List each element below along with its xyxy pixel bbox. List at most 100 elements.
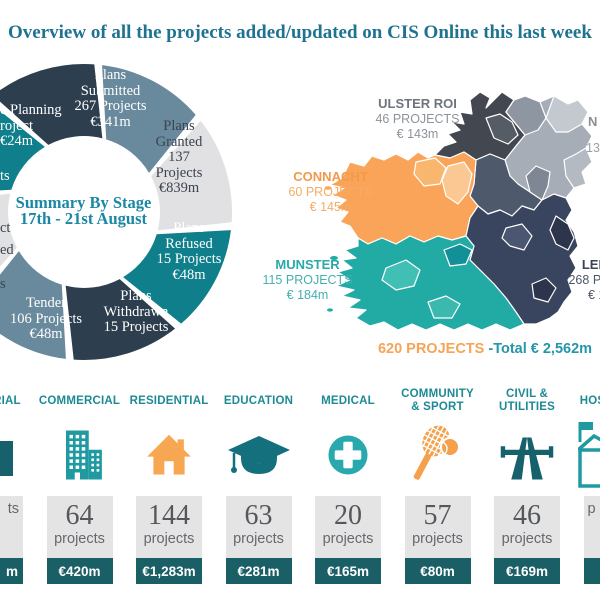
category-commercial: COMMERCIAL [35, 386, 125, 600]
total-amount: -Total € 2,562m [488, 341, 593, 357]
hospitality-header-fragment: HOS [579, 394, 600, 407]
map-island-kerry [327, 308, 333, 312]
medical-header: MEDICAL [321, 394, 375, 407]
wheel-center-title: Summary By Stage 17th - 21st August [2, 195, 165, 226]
map-label-ni-fragment-name: N [588, 114, 598, 129]
leinster-name: LEINSTER [581, 257, 600, 272]
connacht-name: CONNACHT [293, 169, 368, 184]
stage-wheel-chart [0, 63, 233, 361]
hospitality-unit-fragment: p [587, 501, 596, 517]
residential-count: 144 [148, 500, 190, 531]
map-patch-armagh [525, 165, 551, 201]
motorway-icon [482, 420, 572, 490]
education-count: 63 [244, 500, 273, 531]
ireland-map [324, 91, 593, 331]
category-education: EDUCATION 63 projects €281m [214, 386, 304, 600]
civil-utilities-header: CIVIL & UTILITIES [498, 388, 556, 413]
commercial-header: COMMERCIAL [38, 394, 121, 407]
community-sport-count: 57 [423, 500, 452, 531]
map-patch-derry [505, 95, 547, 136]
community-sport-card: 57 projects €80m [404, 496, 471, 584]
medical-cross-icon [303, 420, 393, 490]
munster-amount: € 184m [286, 288, 329, 302]
map-patch-antrim [545, 95, 589, 133]
commercial-count: 64 [65, 500, 94, 531]
education-unit: projects [233, 531, 284, 547]
segment-label-tender: Tender 106 Projects €48m [9, 295, 83, 342]
connacht-amount: € 145m [309, 200, 352, 214]
graduation-cap-icon [214, 420, 304, 490]
office-building-icon [35, 420, 125, 490]
civil-utilities-amount: €169m [494, 558, 560, 584]
map-patch-roscommon [441, 161, 473, 205]
segment-label-granted: Plans Granted 137 Projects €839m [155, 118, 203, 196]
segment-label-left-gray-fragment-2: ed [0, 242, 14, 258]
tennis-racket-icon [393, 420, 483, 490]
industrial-amount-fragment: m [0, 558, 23, 584]
map-label-ulster-roi: ULSTER ROI 46 PROJECTS € 143m [355, 96, 480, 143]
segment-label-withdrawn: Plans Withdrawn 15 Projects [103, 288, 169, 335]
category-medical: MEDICAL 20 projects €165m [303, 386, 393, 600]
category-hospitality-fragment: HOS p [572, 386, 600, 600]
community-sport-header: COMMUNITY & SPORT [401, 388, 474, 413]
wheel-center-line2: 17th - 21st August [20, 208, 147, 228]
map-label-ni-fragment-value: 13 [586, 141, 600, 155]
hotel-icon [572, 420, 600, 490]
map-patch-donegal-inner [485, 113, 519, 145]
segment-label-left-gray-fragment-1: ct [0, 220, 11, 236]
map-patch-wicklow [549, 215, 575, 251]
map-island-achill [324, 186, 332, 190]
wheel-segment-submitted [102, 65, 196, 173]
category-residential: RESIDENTIAL 144 projects €1,283m [124, 386, 214, 600]
commercial-amount: €420m [46, 558, 113, 584]
munster-projects: 115 PROJECTS [262, 272, 353, 287]
residential-amount: €1,283m [136, 558, 202, 584]
community-sport-unit: projects [412, 531, 463, 547]
house-icon [124, 420, 214, 490]
segment-label-left-teal-fragment: ts [0, 168, 10, 184]
wheel-segment-withdrawn [65, 279, 176, 361]
map-label-leinster: LEINSTER 268 PROJECTS € 1,751m [548, 257, 600, 304]
ulster-roi-amount: € 143m [396, 127, 439, 141]
map-patch-down [563, 147, 593, 189]
wheel-segment-refused [123, 230, 231, 324]
hospitality-amount [583, 558, 600, 584]
education-card: 63 projects €281m [225, 496, 292, 584]
page-title: Overview of all the projects added/updat… [8, 22, 592, 43]
industrial-unit-fragment: ts [7, 501, 19, 517]
segment-label-refused: Plans Refused 15 Projects €48m [156, 220, 222, 283]
education-header: EDUCATION [223, 394, 294, 407]
factory-icon [0, 420, 35, 490]
medical-amount: €165m [315, 558, 381, 584]
wheel-segment-left-teal [0, 100, 45, 194]
wheel-segment-tender [0, 251, 66, 359]
community-sport-amount: €80m [404, 558, 471, 584]
residential-unit: projects [143, 531, 195, 547]
segment-label-submitted: Plans Submitted 267 Projects €341m [74, 67, 147, 130]
civil-utilities-unit: projects [501, 531, 553, 547]
residential-card: 144 projects €1,283m [136, 496, 202, 584]
education-amount: €281m [225, 558, 292, 584]
map-patch-sligo [413, 157, 447, 187]
wheel-segment-granted [151, 120, 233, 231]
map-patch-limerick [381, 259, 421, 291]
map-total-line: 620 PROJECTS -Total € 2,562m [370, 341, 600, 357]
map-island-clare [330, 256, 338, 260]
munster-name: MUNSTER [275, 257, 340, 272]
ulster-roi-name: ULSTER ROI [378, 96, 457, 111]
map-region-munster [335, 235, 525, 331]
category-community-sport: COMMUNITY & SPORT [393, 386, 483, 600]
civil-utilities-count: 46 [513, 500, 541, 531]
total-projects: 620 PROJECTS [377, 341, 485, 357]
medical-unit: projects [322, 531, 374, 547]
category-row: RIAL ts m COMMERCIAL [0, 386, 600, 600]
map-patch-tipperary [443, 243, 473, 267]
commercial-card: 64 projects €420m [46, 496, 113, 584]
map-label-munster: MUNSTER 115 PROJECTS € 184m [245, 257, 370, 304]
medical-count: 20 [334, 500, 362, 531]
ulster-roi-projects: 46 PROJECTS [375, 111, 460, 126]
map-label-connacht: CONNACHT 60 PROJECTS € 145m [268, 169, 393, 216]
leinster-projects: 268 PROJECTS [568, 272, 600, 287]
map-patch-kilkenny [531, 277, 557, 303]
